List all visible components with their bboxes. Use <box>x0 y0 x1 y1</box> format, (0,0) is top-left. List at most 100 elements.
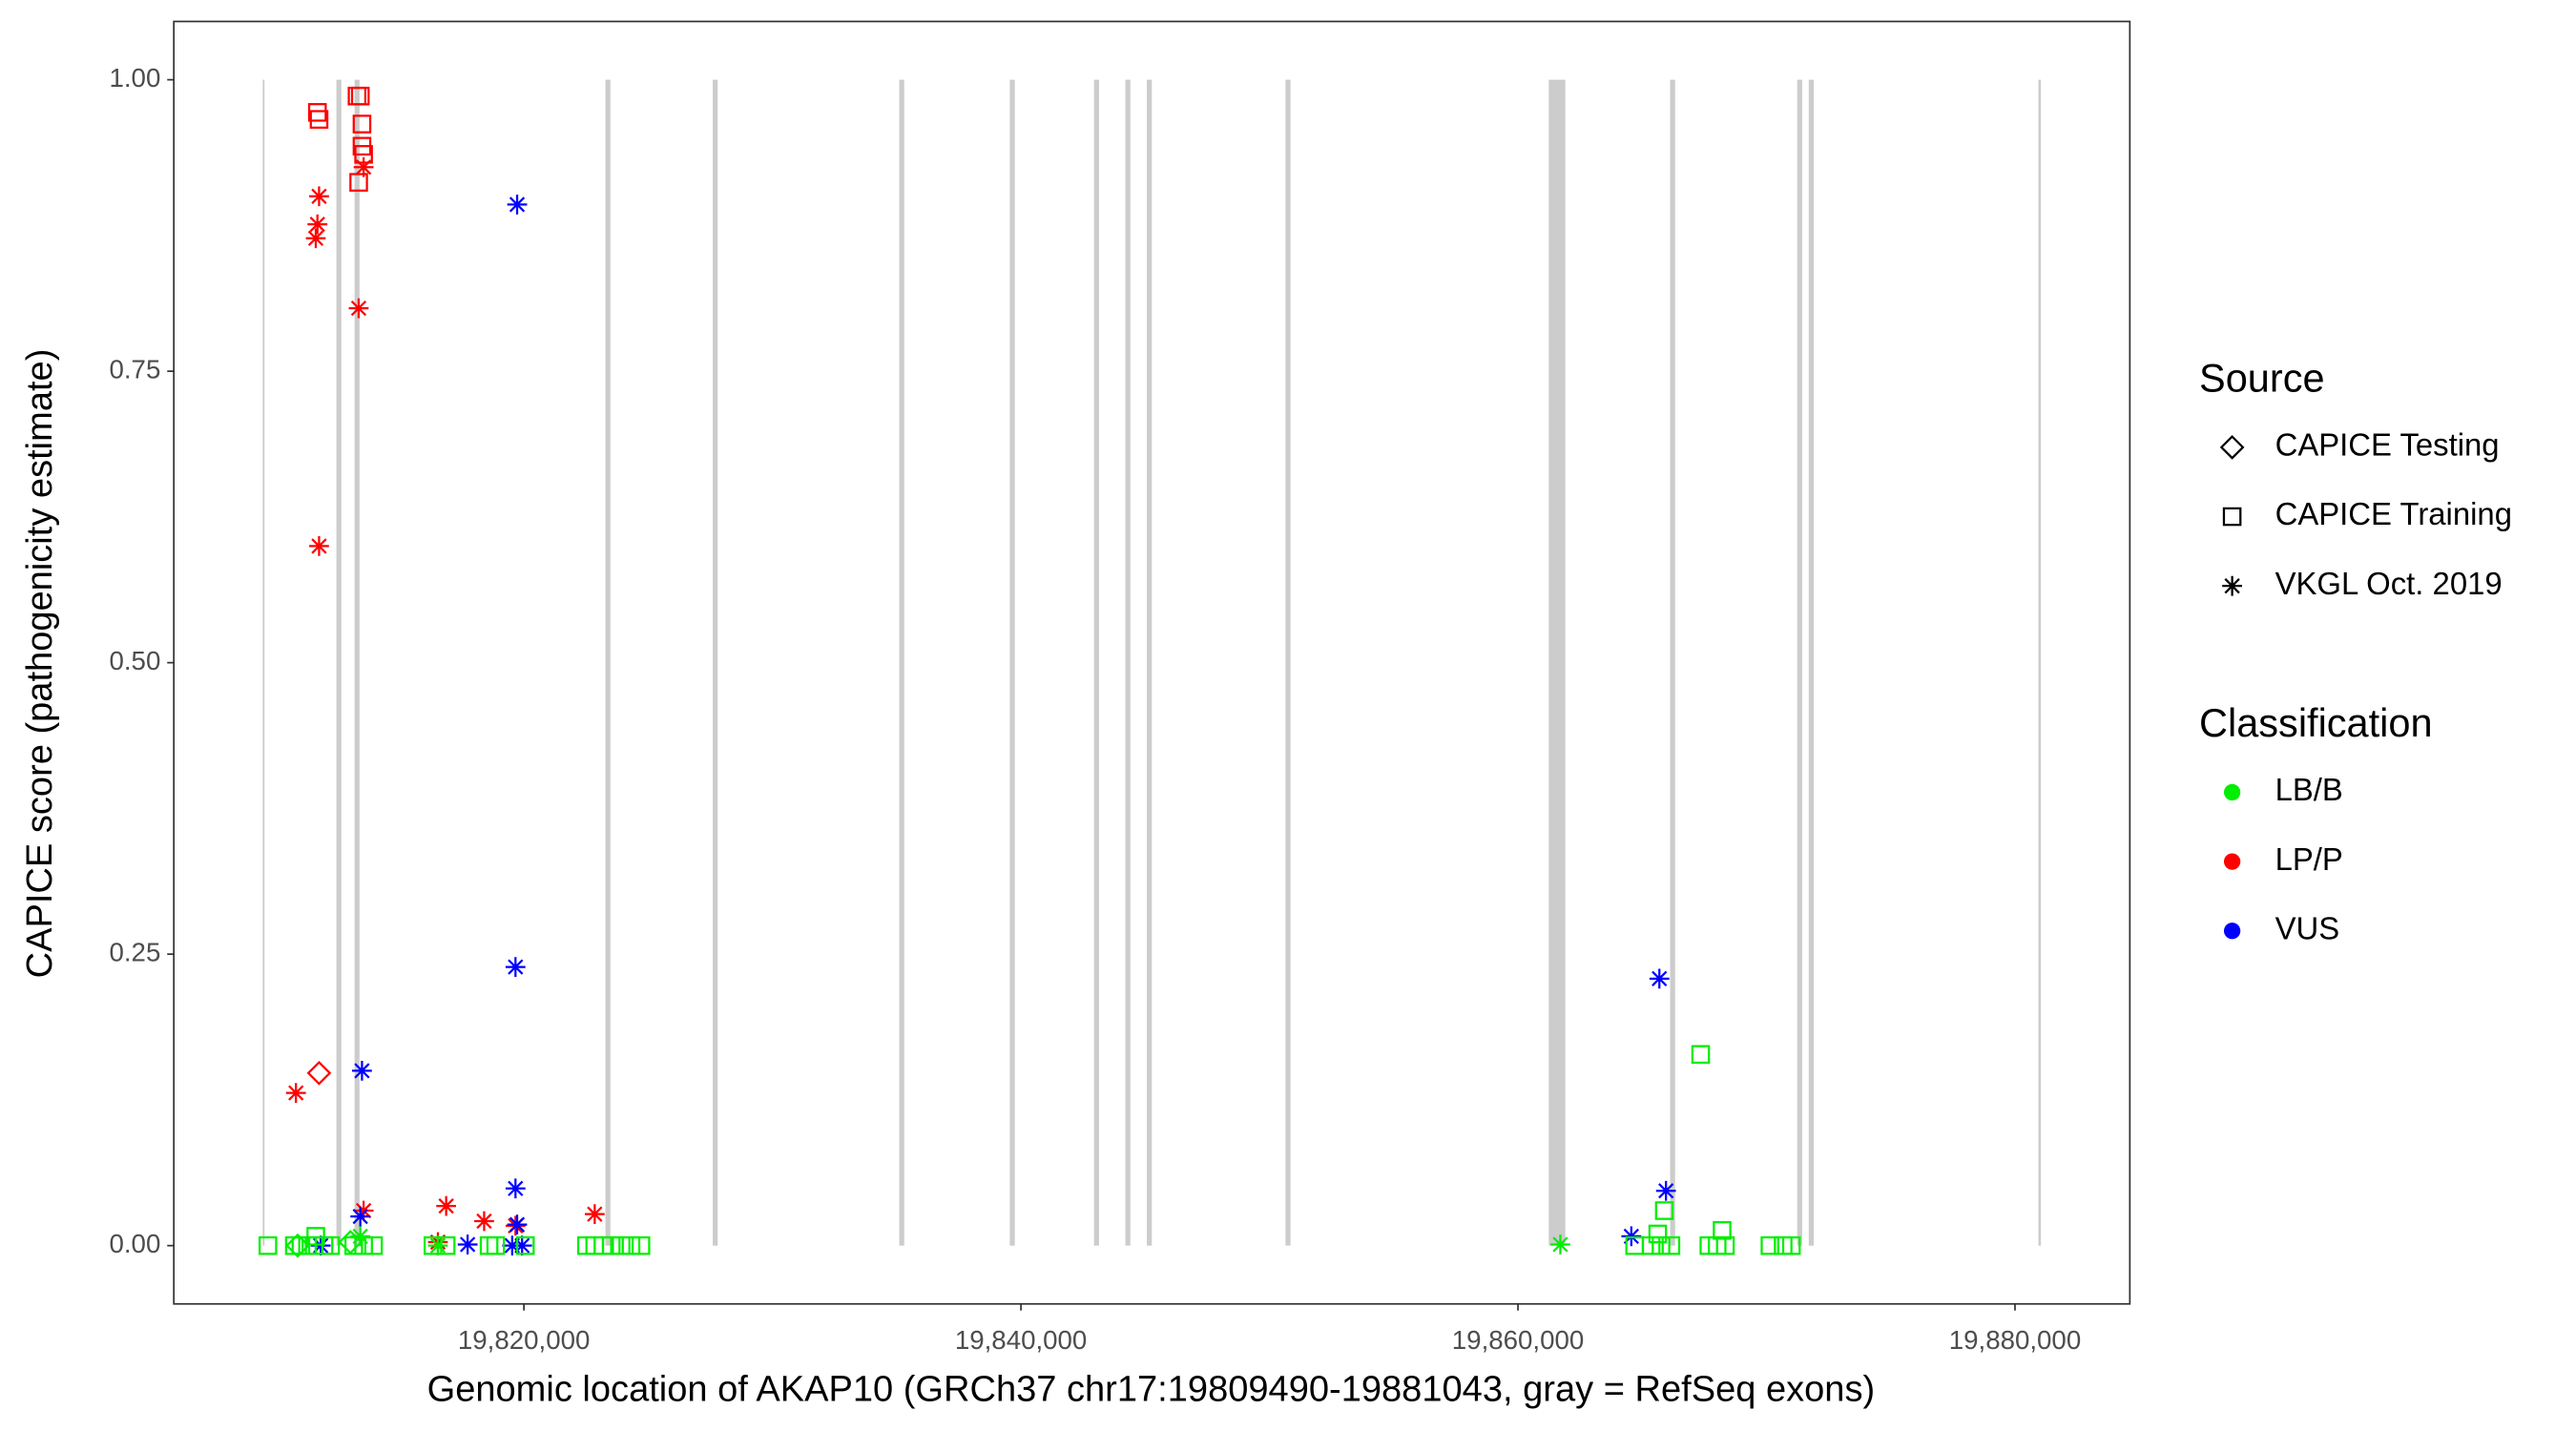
point-star <box>505 957 526 977</box>
legend-symbol <box>2222 575 2242 596</box>
point-star <box>348 298 369 319</box>
point-star <box>353 156 374 177</box>
legend-label: LP/P <box>2275 841 2343 877</box>
y-axis-title: CAPICE score (pathogenicity estimate) <box>20 349 60 979</box>
point-square <box>1654 1201 1674 1220</box>
point-square <box>343 1235 364 1255</box>
point-square <box>352 114 372 134</box>
point-square <box>364 1235 384 1255</box>
point-square <box>349 173 368 192</box>
exon <box>713 79 718 1246</box>
point-square <box>486 1235 506 1255</box>
exon <box>1125 79 1131 1246</box>
exon <box>1009 79 1015 1246</box>
point-square <box>1652 1235 1671 1255</box>
series <box>259 1045 1801 1255</box>
plot-area <box>259 79 2042 1258</box>
exon <box>2038 79 2042 1246</box>
point-star <box>305 228 326 249</box>
x-tick-label: 19,880,000 <box>1949 1325 2081 1355</box>
legend-symbol <box>2223 783 2241 801</box>
point-star <box>474 1211 494 1232</box>
exon <box>1285 79 1291 1246</box>
point-square <box>601 1235 621 1255</box>
exon <box>262 79 265 1246</box>
legend-title: Classification <box>2199 700 2433 745</box>
point-star <box>505 1178 526 1199</box>
point-star <box>1655 1180 1676 1201</box>
legend-symbol <box>2223 853 2241 870</box>
point-star <box>1649 968 1670 989</box>
point-star <box>457 1234 478 1255</box>
point-square <box>515 1235 535 1255</box>
point-square <box>632 1235 651 1255</box>
point-star <box>309 186 329 207</box>
point-square <box>1760 1235 1779 1255</box>
legend-label: CAPICE Training <box>2275 496 2512 531</box>
exon <box>1147 79 1153 1246</box>
point-square <box>1781 1235 1801 1255</box>
point-diamond <box>306 1060 332 1086</box>
point-star <box>502 1235 523 1256</box>
legend-label: VUS <box>2275 910 2340 945</box>
series <box>285 1230 364 1258</box>
point-star <box>353 1200 374 1221</box>
exon <box>1093 79 1099 1246</box>
point-square <box>612 1235 631 1255</box>
series <box>306 1060 332 1086</box>
point-square <box>307 103 327 122</box>
point-star <box>307 214 328 235</box>
y-tick-label: 0.50 <box>109 646 160 675</box>
series <box>310 194 1676 1256</box>
x-tick-label: 19,840,000 <box>955 1325 1088 1355</box>
point-square <box>621 1235 641 1255</box>
point-star <box>584 1204 605 1225</box>
point-square <box>1641 1235 1661 1255</box>
legend-label: CAPICE Testing <box>2275 427 2500 463</box>
point-square <box>309 110 329 129</box>
point-diamond <box>285 1233 310 1258</box>
exon <box>1548 79 1566 1246</box>
series <box>307 86 373 192</box>
point-square <box>321 1235 341 1255</box>
point-square <box>424 1235 443 1255</box>
exon <box>1797 79 1802 1246</box>
point-square <box>1715 1235 1735 1255</box>
legend-symbol <box>2222 507 2242 527</box>
x-tick-label: 19,820,000 <box>458 1325 591 1355</box>
point-square <box>1661 1235 1681 1255</box>
point-square <box>350 86 370 106</box>
exon <box>1670 79 1675 1246</box>
point-star <box>436 1195 457 1216</box>
y-tick-label: 0.75 <box>109 354 160 384</box>
point-square <box>436 1235 456 1255</box>
point-star <box>1550 1234 1570 1255</box>
point-star <box>350 1206 371 1227</box>
legend-symbol <box>2223 923 2241 940</box>
point-star <box>350 1226 371 1247</box>
y-tick-label: 1.00 <box>109 63 160 93</box>
x-axis-title: Genomic location of AKAP10 (GRCh37 chr17… <box>427 1370 1876 1410</box>
x-tick-label: 19,860,000 <box>1452 1325 1585 1355</box>
point-square <box>259 1235 278 1255</box>
point-star <box>507 194 528 215</box>
point-star <box>511 1235 532 1256</box>
point-diamond <box>338 1230 364 1255</box>
point-square <box>1648 1224 1668 1244</box>
y-tick-label: 0.25 <box>109 937 160 966</box>
exon <box>336 79 342 1246</box>
point-star <box>309 536 329 556</box>
point-square <box>306 1227 325 1246</box>
exon <box>1808 79 1815 1246</box>
point-star <box>310 1235 331 1256</box>
y-tick-label: 0.00 <box>109 1229 160 1258</box>
point-star <box>1621 1226 1642 1247</box>
point-star <box>507 1214 528 1235</box>
exon <box>899 79 904 1246</box>
legend-symbol <box>2219 435 2245 460</box>
point-star <box>285 1083 306 1103</box>
point-star <box>352 1060 372 1081</box>
exon <box>354 79 360 1246</box>
legend-title: Source <box>2199 356 2325 401</box>
